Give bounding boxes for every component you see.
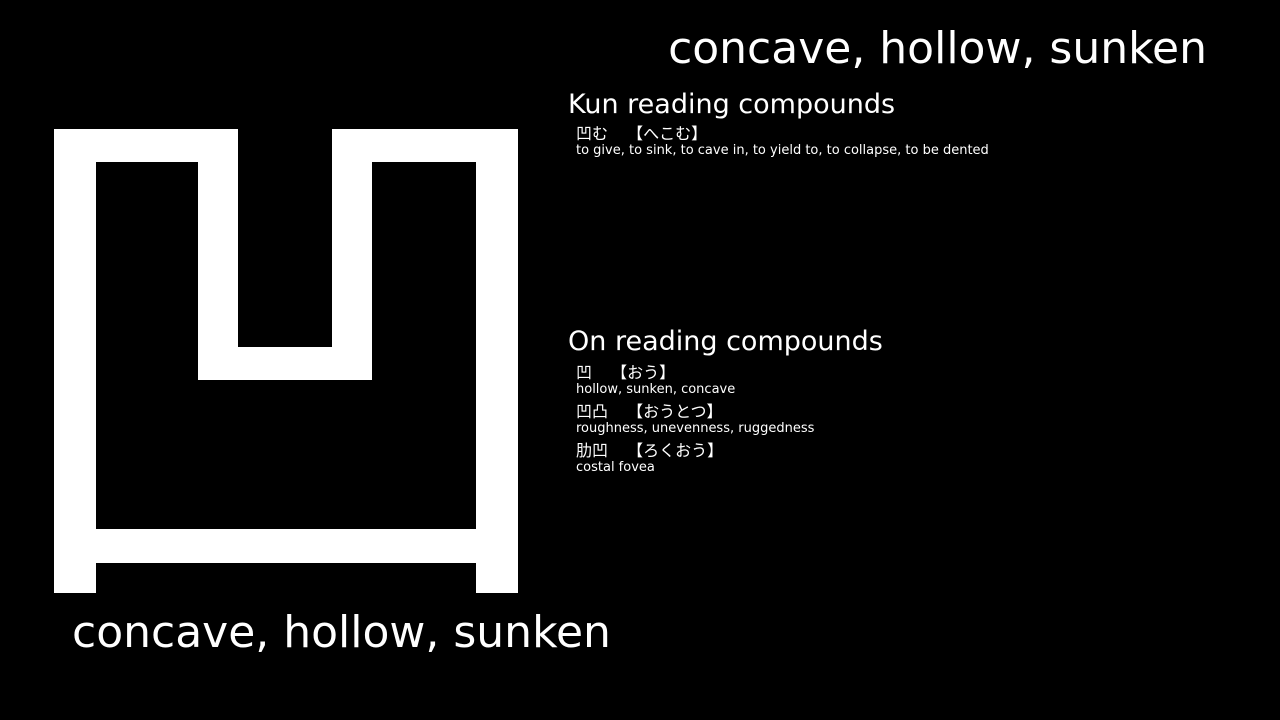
kun-section-heading: Kun reading compounds (568, 89, 896, 120)
compound-head: 凹凸 【おうとつ】 (576, 403, 883, 421)
on-section-heading: On reading compounds (568, 326, 883, 357)
compound-head: 肋凹 【ろくおう】 (576, 442, 883, 460)
kun-compound-list: 凹む 【へこむ】 to give, to sink, to cave in, t… (568, 125, 989, 159)
compound-reading: 【ろくおう】 (627, 441, 724, 460)
compound-word: 凹む (576, 124, 609, 143)
on-compound-list: 凹 【おう】 hollow, sunken, concave 凹凸 【おうとつ】… (568, 364, 883, 476)
top-meaning-title: concave, hollow, sunken (668, 23, 1207, 74)
kanji-glyph-svg (54, 129, 518, 593)
compound-gloss: costal fovea (576, 460, 655, 475)
kanji-glyph (54, 129, 518, 593)
compound-word: 凹 (576, 363, 593, 382)
kanji-stroke-outline (54, 129, 518, 593)
bottom-meaning-caption: concave, hollow, sunken (72, 607, 611, 658)
on-compound-item: 凹凸 【おうとつ】 roughness, unevenness, ruggedn… (576, 403, 883, 437)
compound-word: 凹凸 (576, 402, 609, 421)
on-reading-section: On reading compounds 凹 【おう】 hollow, sunk… (568, 324, 883, 481)
compound-head: 凹 【おう】 (576, 364, 883, 382)
on-compound-item: 凹 【おう】 hollow, sunken, concave (576, 364, 883, 398)
compound-reading: 【おう】 (611, 363, 676, 382)
compound-word: 肋凹 (576, 441, 609, 460)
kun-reading-section: Kun reading compounds 凹む 【へこむ】 to give, … (568, 87, 989, 164)
compound-reading: 【おうとつ】 (627, 402, 723, 421)
kun-compound-item: 凹む 【へこむ】 to give, to sink, to cave in, t… (576, 125, 989, 159)
compound-gloss: roughness, unevenness, ruggedness (576, 421, 815, 436)
compound-gloss: to give, to sink, to cave in, to yield t… (576, 143, 989, 158)
compound-head: 凹む 【へこむ】 (576, 125, 989, 143)
compound-reading: 【へこむ】 (627, 124, 708, 143)
on-compound-item: 肋凹 【ろくおう】 costal fovea (576, 442, 883, 476)
compound-gloss: hollow, sunken, concave (576, 382, 736, 397)
